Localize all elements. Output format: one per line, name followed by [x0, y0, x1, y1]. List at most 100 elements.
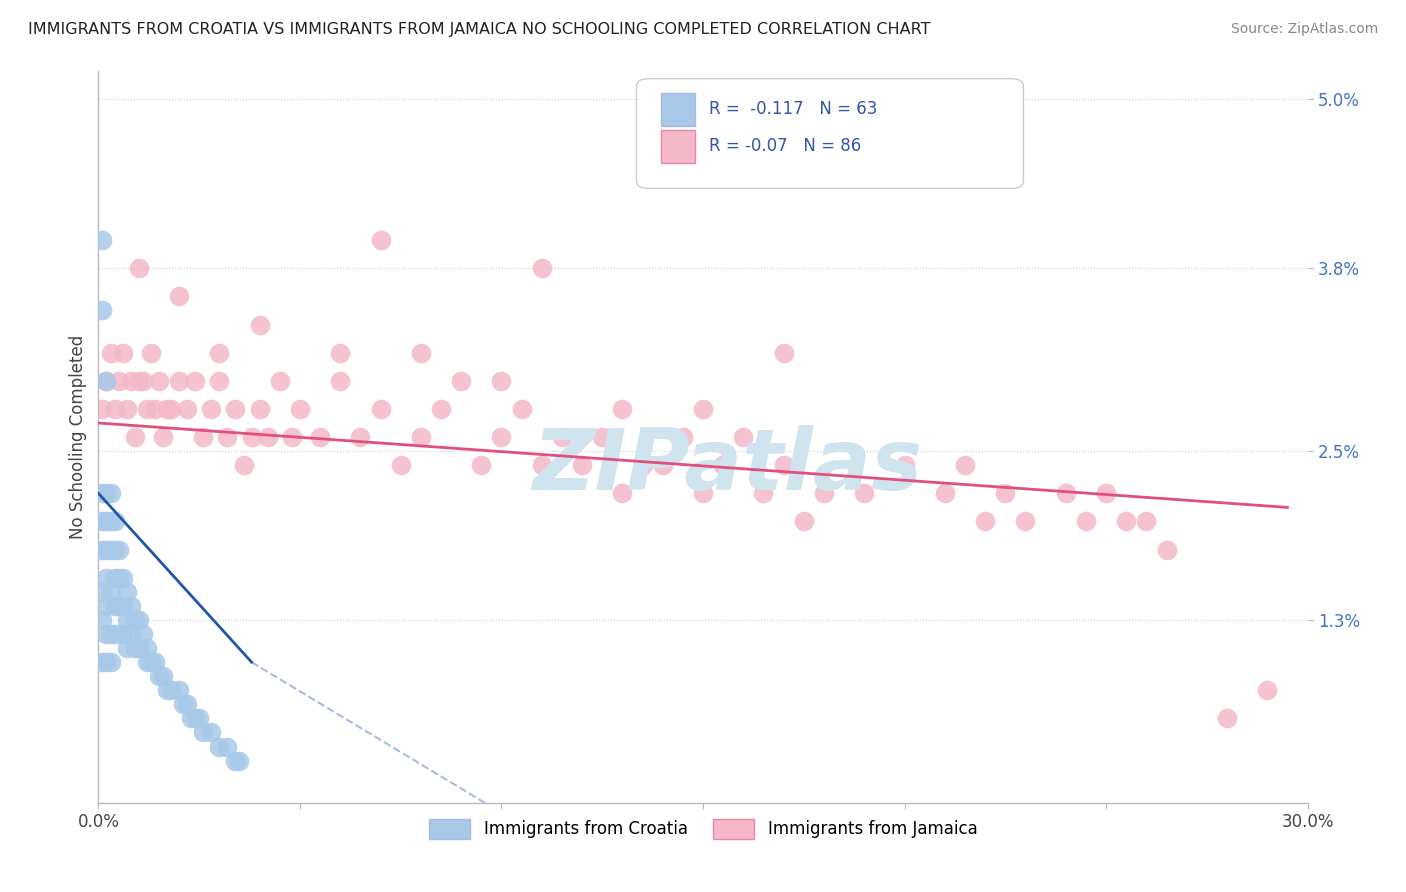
Point: [103, 627, 125, 641]
Point: [329, 345, 352, 359]
Point: [124, 641, 146, 656]
Point: [103, 599, 125, 613]
Point: [96, 515, 118, 529]
Point: [281, 430, 304, 444]
Point: [349, 430, 371, 444]
Point: [184, 374, 207, 388]
Point: [200, 401, 222, 416]
Point: [193, 725, 215, 739]
Point: [571, 458, 593, 473]
Point: [96, 655, 118, 669]
Point: [772, 458, 794, 473]
Point: [409, 345, 432, 359]
Point: [470, 458, 492, 473]
Point: [232, 458, 254, 473]
Point: [208, 345, 231, 359]
Point: [103, 401, 125, 416]
Point: [309, 430, 332, 444]
Point: [148, 669, 170, 683]
Point: [148, 374, 170, 388]
Point: [100, 345, 122, 359]
Point: [176, 698, 198, 712]
Point: [269, 374, 291, 388]
Point: [591, 430, 613, 444]
Text: IMMIGRANTS FROM CROATIA VS IMMIGRANTS FROM JAMAICA NO SCHOOLING COMPLETED CORREL: IMMIGRANTS FROM CROATIA VS IMMIGRANTS FR…: [28, 22, 931, 37]
Point: [100, 486, 122, 500]
Point: [208, 739, 231, 754]
Legend: Immigrants from Croatia, Immigrants from Jamaica: Immigrants from Croatia, Immigrants from…: [422, 812, 984, 846]
Point: [152, 430, 174, 444]
Point: [510, 401, 533, 416]
Point: [91, 655, 114, 669]
Point: [115, 641, 138, 656]
Point: [156, 683, 179, 698]
Point: [107, 571, 129, 585]
Point: [329, 374, 352, 388]
Point: [711, 458, 734, 473]
Point: [96, 486, 118, 500]
Text: R = -0.07   N = 86: R = -0.07 N = 86: [709, 137, 862, 155]
Y-axis label: No Schooling Completed: No Schooling Completed: [69, 335, 87, 539]
Text: Source: ZipAtlas.com: Source: ZipAtlas.com: [1230, 22, 1378, 37]
Point: [128, 374, 150, 388]
Point: [672, 430, 695, 444]
Point: [107, 374, 129, 388]
Point: [953, 458, 976, 473]
Point: [91, 542, 114, 557]
Point: [370, 233, 392, 247]
Point: [612, 486, 634, 500]
Point: [240, 430, 263, 444]
Point: [651, 458, 673, 473]
Point: [752, 486, 775, 500]
Point: [224, 401, 246, 416]
Point: [409, 430, 432, 444]
FancyBboxPatch shape: [637, 78, 1024, 188]
Point: [107, 599, 129, 613]
Point: [551, 430, 574, 444]
Point: [115, 401, 138, 416]
Point: [91, 303, 114, 318]
Point: [100, 584, 122, 599]
Point: [994, 486, 1017, 500]
Point: [135, 401, 157, 416]
Point: [124, 430, 146, 444]
Point: [115, 584, 138, 599]
Point: [193, 430, 215, 444]
Point: [176, 401, 198, 416]
FancyBboxPatch shape: [661, 94, 695, 127]
Point: [91, 233, 114, 247]
Point: [430, 401, 453, 416]
Point: [96, 374, 118, 388]
Point: [135, 655, 157, 669]
Point: [139, 655, 162, 669]
Point: [91, 584, 114, 599]
Point: [139, 345, 162, 359]
Point: [208, 374, 231, 388]
Point: [91, 486, 114, 500]
Text: R =  -0.117   N = 63: R = -0.117 N = 63: [709, 101, 877, 119]
Point: [370, 401, 392, 416]
Point: [631, 458, 654, 473]
Point: [733, 430, 755, 444]
Point: [156, 401, 179, 416]
Point: [1095, 486, 1118, 500]
Point: [172, 698, 194, 712]
Point: [107, 542, 129, 557]
Point: [893, 458, 915, 473]
Point: [934, 486, 956, 500]
Point: [96, 599, 118, 613]
Point: [96, 542, 118, 557]
Point: [100, 627, 122, 641]
Point: [128, 261, 150, 276]
Point: [491, 430, 513, 444]
Point: [530, 261, 553, 276]
Point: [692, 401, 714, 416]
Point: [1135, 515, 1157, 529]
Point: [249, 318, 271, 332]
Point: [793, 515, 815, 529]
Point: [143, 655, 166, 669]
Point: [100, 542, 122, 557]
Point: [132, 374, 155, 388]
Point: [120, 627, 142, 641]
Point: [96, 571, 118, 585]
